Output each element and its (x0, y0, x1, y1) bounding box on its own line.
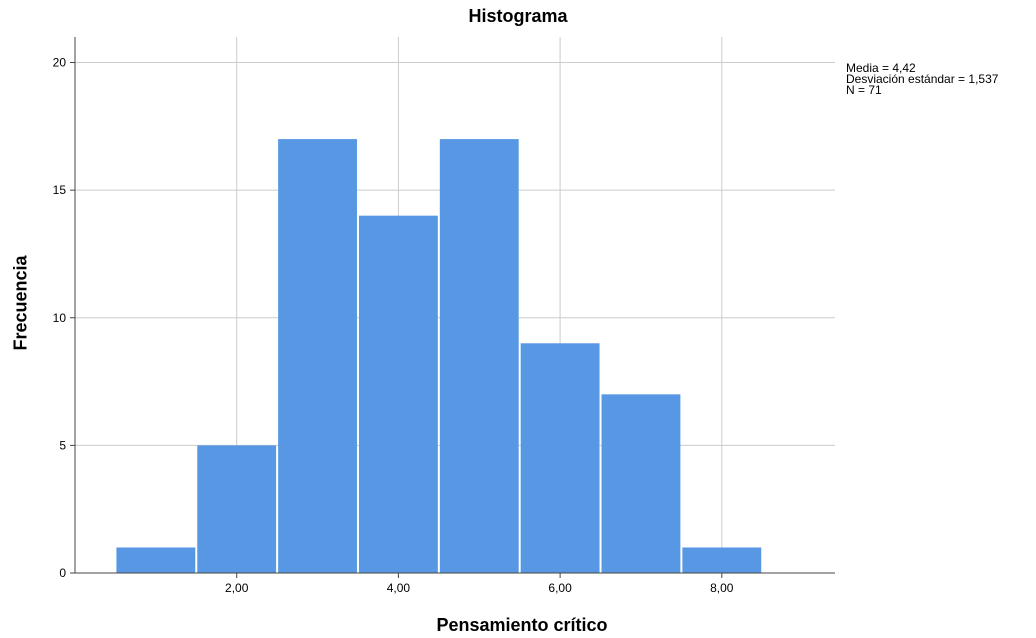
y-tick-label: 15 (53, 183, 67, 197)
histogram-bar (682, 547, 762, 573)
y-tick-label: 10 (53, 311, 67, 325)
bars-layer (116, 139, 762, 573)
stats-std-dev: Desviación estándar = 1,537 (846, 72, 999, 86)
y-tick-label: 5 (59, 438, 66, 452)
y-tick-label: 0 (59, 566, 66, 580)
histogram-bar (358, 215, 438, 573)
x-axis-label: Pensamiento crítico (436, 615, 608, 635)
stats-mean: Media = 4,42 (846, 61, 916, 75)
y-axis-label: Frecuencia (10, 255, 31, 351)
stats-count: N = 71 (846, 83, 882, 97)
histogram-bar (197, 445, 277, 573)
x-tick-label: 4,00 (387, 581, 411, 595)
axes-layer (74, 37, 835, 574)
histogram-bar (116, 547, 196, 573)
ticks-layer: 0 5 10 15 20 2,00 4,00 6,00 8,00 (53, 56, 734, 595)
x-tick-label: 2,00 (225, 581, 249, 595)
histogram-bar (520, 343, 600, 573)
histogram-bar (439, 139, 519, 573)
histogram-bar (601, 394, 681, 573)
y-tick-label: 20 (53, 56, 67, 70)
histogram-bar (278, 139, 357, 573)
stats-legend: Media = 4,42 Desviación estándar = 1,537… (846, 61, 999, 97)
x-tick-label: 6,00 (548, 581, 572, 595)
chart-title: Histograma (468, 6, 568, 26)
x-tick-label: 8,00 (710, 581, 734, 595)
